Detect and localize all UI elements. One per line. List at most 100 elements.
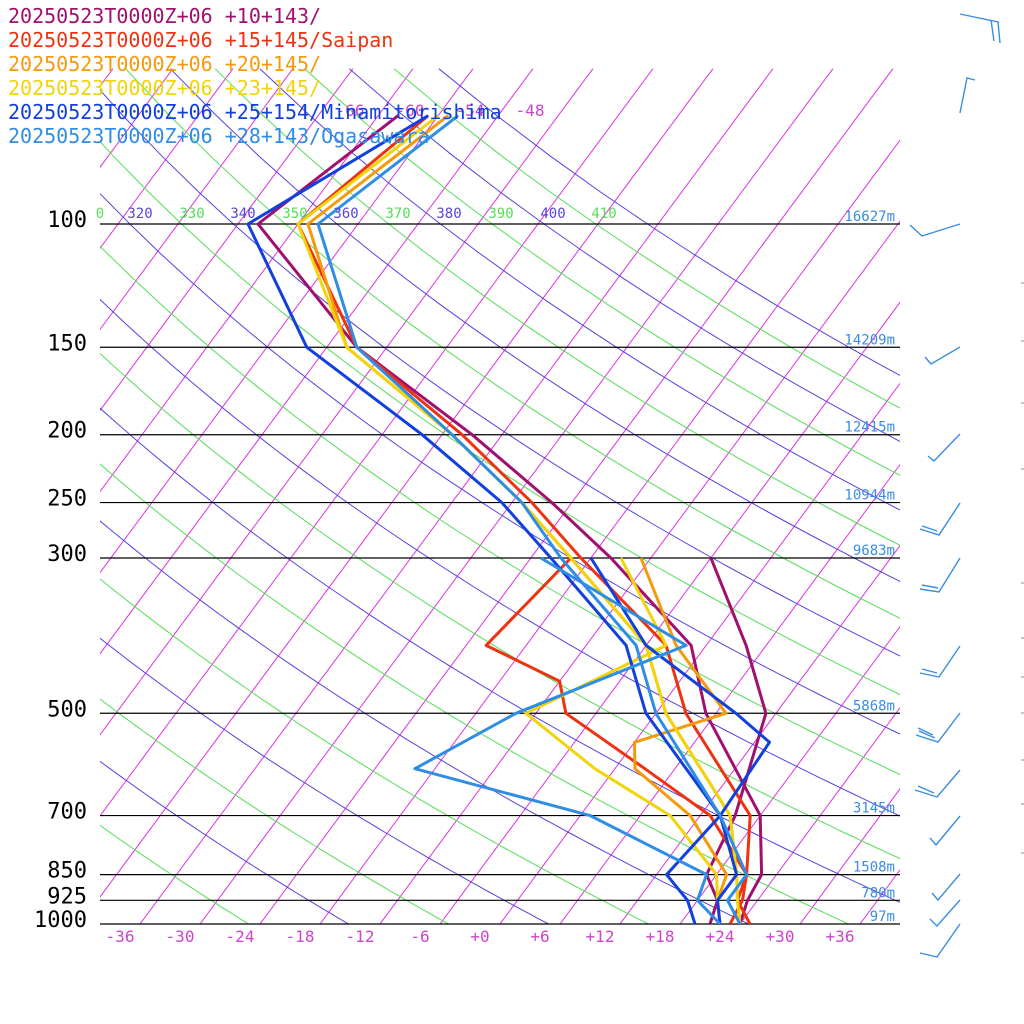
theta-curve	[100, 520, 750, 924]
theta-curve	[100, 193, 900, 735]
isotherm-line	[799, 788, 900, 924]
isotherm-line	[679, 625, 900, 924]
pressure-label: 925	[47, 884, 87, 909]
theta-label: 390	[488, 206, 513, 222]
dewpoint-line	[484, 556, 749, 924]
isotherm-line	[100, 68, 234, 250]
wind-barb	[931, 873, 961, 902]
legend-entry: 20250523T0000Z+06 +28+143/Ogasawara	[8, 124, 429, 148]
wind-barb	[927, 433, 961, 462]
pressure-label: 100	[47, 208, 87, 233]
theta-curve	[438, 68, 900, 376]
isotherm-top-label: -66	[336, 101, 365, 120]
height-label: 10944m	[844, 488, 895, 504]
isotherm-line	[100, 68, 294, 331]
height-label: 97m	[870, 909, 895, 925]
isotherm-line	[100, 68, 594, 736]
isotherm-line	[439, 301, 900, 924]
x-tick-label: +24	[706, 927, 735, 946]
background-grid	[100, 68, 1024, 924]
x-tick-label: -12	[346, 927, 375, 946]
x-tick-label: +18	[646, 927, 675, 946]
height-label: 16627m	[844, 209, 895, 225]
wind-barb	[959, 77, 976, 114]
height-label: 3145m	[853, 801, 895, 817]
wind-barb	[919, 557, 961, 593]
theta-label: 330	[179, 206, 204, 222]
theta-label: 320	[127, 206, 152, 222]
isotherm-line	[100, 68, 654, 817]
height-label: 9683m	[853, 543, 895, 559]
height-label: 780m	[861, 885, 895, 901]
theta-label: 340	[230, 206, 255, 222]
legend-entry: 20250523T0000Z+06 +10+143/	[8, 4, 321, 28]
x-tick-label: +0	[470, 927, 489, 946]
pressure-label: 200	[47, 419, 87, 444]
wind-barb	[914, 769, 961, 798]
pressure-label: 700	[47, 800, 87, 825]
height-label: 1508m	[853, 860, 895, 876]
theta-label: 410	[591, 206, 616, 222]
theta-label: 0	[96, 206, 104, 222]
x-tick-label: +12	[586, 927, 615, 946]
isotherm-line	[920, 69, 1024, 924]
isotherm-line	[100, 68, 414, 493]
isotherm-line	[100, 68, 354, 412]
dewpoint-line	[524, 557, 722, 924]
pressure-label: 1000	[34, 908, 87, 933]
legend-titles: 20250523T0000Z+06 +10+143/20250523T0000Z…	[8, 4, 502, 148]
wind-barb	[915, 712, 961, 743]
temperature-line	[296, 114, 742, 924]
x-tick-label: +6	[530, 927, 549, 946]
isotherm-line	[559, 463, 900, 924]
isotherm-line	[739, 706, 900, 924]
x-tick-label: -36	[106, 927, 135, 946]
height-label: 12415m	[844, 420, 895, 436]
dewpoint-line	[633, 557, 729, 924]
pressure-label: 150	[47, 331, 87, 356]
theta-curve	[100, 824, 250, 924]
theta-curve	[259, 68, 900, 511]
isotherm-line	[619, 544, 900, 924]
theta-label: 380	[436, 206, 461, 222]
legend-entry: 20250523T0000Z+06 +25+154/Minamitorishim…	[8, 100, 502, 124]
isotherm-line	[139, 68, 774, 924]
wind-barbs	[909, 13, 1024, 958]
theta-curve	[100, 698, 450, 924]
temperature-line	[296, 114, 752, 924]
pressure-label: 850	[47, 859, 87, 884]
x-tick-label: -6	[410, 927, 429, 946]
theta-curve	[214, 68, 900, 546]
isotherm-line	[100, 68, 534, 655]
wind-barb	[919, 502, 961, 536]
theta-curve	[100, 463, 850, 924]
isotherm-line	[259, 68, 894, 924]
wind-barb	[929, 815, 961, 847]
pressure-label: 250	[47, 487, 87, 512]
theta-curve	[100, 760, 350, 924]
wind-barb	[919, 645, 961, 678]
theta-curve	[100, 298, 900, 817]
isotherm-line	[319, 139, 900, 924]
x-tick-label: -24	[226, 927, 255, 946]
theta-curve	[170, 68, 900, 583]
isotherm-top-label: -48	[516, 101, 545, 120]
profile-series	[246, 114, 771, 924]
isotherm-line	[100, 68, 714, 898]
x-tick-label: +36	[826, 927, 855, 946]
height-label: 5868m	[853, 698, 895, 714]
legend-entry: 20250523T0000Z+06 +15+145/Saipan	[8, 28, 393, 52]
height-label: 14209m	[844, 332, 895, 348]
x-tick-label: -18	[286, 927, 315, 946]
isotherm-line	[100, 68, 474, 574]
isotherm-line	[379, 220, 900, 924]
isotherm-line	[499, 382, 900, 924]
theta-label: 350	[282, 206, 307, 222]
dewpoint-line	[413, 556, 722, 924]
isotherm-line	[980, 69, 1024, 924]
theta-curve	[125, 68, 900, 619]
wind-barb	[909, 223, 961, 237]
x-tick-label: +30	[766, 927, 795, 946]
x-tick-label: -30	[166, 927, 195, 946]
